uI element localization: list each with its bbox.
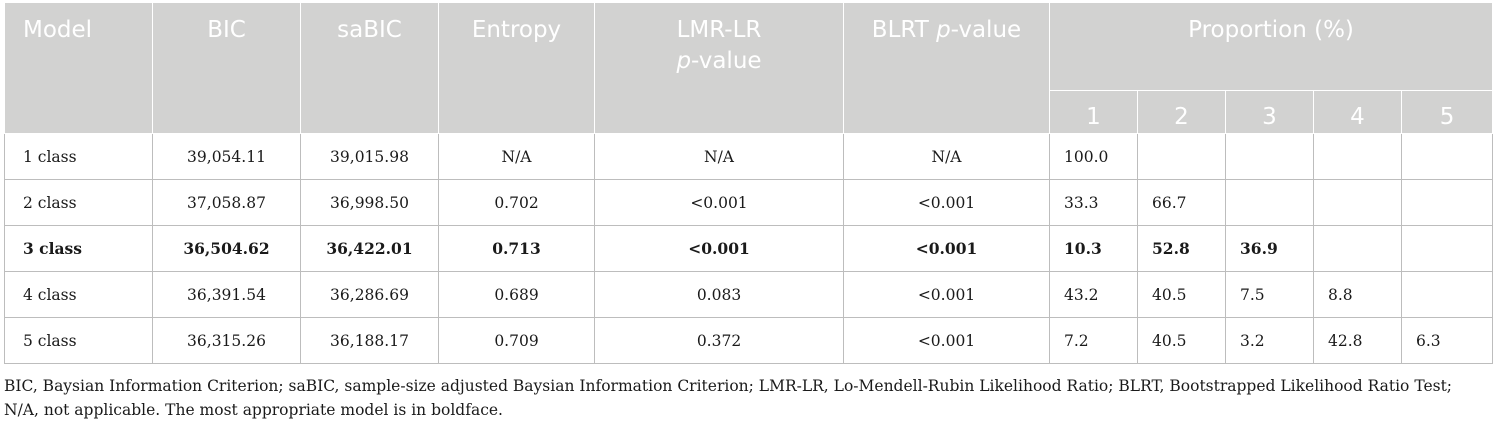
header-proportion-class-5: 5: [1400, 90, 1494, 134]
header-lmr-p: p: [676, 48, 692, 74]
cell-proportion-3: [1225, 179, 1314, 226]
cell-model: 4 class: [4, 271, 153, 318]
cell-lmr-lr: 0.372: [594, 317, 844, 364]
cell-entropy: 0.709: [438, 317, 595, 364]
cell-proportion-1: 43.2: [1049, 271, 1138, 318]
header-blrt-label: BLRT: [871, 17, 937, 43]
header-bic: BIC: [152, 2, 301, 134]
table-row-best-model: 3 class 36,504.62 36,422.01 0.713 <0.001…: [4, 225, 1494, 272]
header-lmr-lr-p-value: LMR-LR p-value: [594, 2, 844, 134]
table-row: 1 class 39,054.11 39,015.98 N/A N/A N/A …: [4, 133, 1494, 180]
cell-model: 5 class: [4, 317, 153, 364]
cell-model: 3 class: [4, 225, 153, 272]
table-row: 4 class 36,391.54 36,286.69 0.689 0.083 …: [4, 271, 1494, 318]
table-row: 5 class 36,315.26 36,188.17 0.709 0.372 …: [4, 317, 1494, 364]
cell-bic: 36,315.26: [152, 317, 301, 364]
cell-proportion-5: [1400, 225, 1494, 272]
cell-model: 2 class: [4, 179, 153, 226]
table-row: 2 class 37,058.87 36,998.50 0.702 <0.001…: [4, 179, 1494, 226]
header-model: Model: [4, 2, 153, 134]
cell-proportion-1: 10.3: [1049, 225, 1138, 272]
cell-entropy: 0.689: [438, 271, 595, 318]
header-proportion-class-1: 1: [1049, 90, 1138, 134]
cell-proportion-2: 40.5: [1137, 317, 1226, 364]
cell-proportion-5: 6.3: [1400, 317, 1494, 364]
header-blrt-value: -value: [950, 17, 1022, 43]
cell-blrt: <0.001: [843, 179, 1050, 226]
cell-blrt: <0.001: [843, 225, 1050, 272]
header-blrt-p: p: [936, 17, 951, 43]
table-footnote: BIC, Baysian Information Criterion; saBI…: [4, 377, 1453, 419]
cell-proportion-2: 40.5: [1137, 271, 1226, 318]
cell-proportion-5: [1400, 133, 1494, 180]
cell-lmr-lr: <0.001: [594, 225, 844, 272]
cell-bic: 36,391.54: [152, 271, 301, 318]
cell-sabic: 36,188.17: [300, 317, 439, 364]
table-header: Model BIC saBIC Entropy LMR-LR p-value B…: [4, 2, 1494, 134]
cell-bic: 36,504.62: [152, 225, 301, 272]
header-proportion-class-2: 2: [1137, 90, 1226, 134]
header-entropy: Entropy: [438, 2, 595, 134]
cell-entropy: 0.702: [438, 179, 595, 226]
cell-proportion-1: 7.2: [1049, 317, 1138, 364]
model-fit-table: Model BIC saBIC Entropy LMR-LR p-value B…: [4, 2, 1494, 364]
cell-proportion-3: 3.2: [1225, 317, 1314, 364]
cell-entropy: N/A: [438, 133, 595, 180]
cell-entropy: 0.713: [438, 225, 595, 272]
cell-blrt: <0.001: [843, 317, 1050, 364]
cell-sabic: 39,015.98: [300, 133, 439, 180]
cell-lmr-lr: N/A: [594, 133, 844, 180]
cell-blrt: <0.001: [843, 271, 1050, 318]
cell-proportion-2: 66.7: [1137, 179, 1226, 226]
cell-proportion-5: [1400, 271, 1494, 318]
cell-proportion-3: 36.9: [1225, 225, 1314, 272]
cell-proportion-4: 8.8: [1313, 271, 1402, 318]
cell-proportion-4: [1313, 133, 1402, 180]
cell-proportion-1: 33.3: [1049, 179, 1138, 226]
cell-proportion-2: 52.8: [1137, 225, 1226, 272]
header-proportion-class-3: 3: [1225, 90, 1314, 134]
header-proportion-class-4: 4: [1313, 90, 1402, 134]
header-lmr-label: LMR-LR: [676, 17, 762, 43]
cell-sabic: 36,998.50: [300, 179, 439, 226]
cell-bic: 37,058.87: [152, 179, 301, 226]
cell-proportion-3: [1225, 133, 1314, 180]
header-lmr-value: -value: [691, 48, 762, 74]
cell-lmr-lr: <0.001: [594, 179, 844, 226]
cell-proportion-4: [1313, 225, 1402, 272]
cell-proportion-5: [1400, 179, 1494, 226]
cell-proportion-2: [1137, 133, 1226, 180]
cell-proportion-1: 100.0: [1049, 133, 1138, 180]
cell-proportion-4: [1313, 179, 1402, 226]
table-body: 1 class 39,054.11 39,015.98 N/A N/A N/A …: [4, 133, 1494, 364]
cell-bic: 39,054.11: [152, 133, 301, 180]
header-blrt-p-value: BLRT p-value: [843, 2, 1050, 134]
table-container: Model BIC saBIC Entropy LMR-LR p-value B…: [4, 2, 1494, 422]
cell-blrt: N/A: [843, 133, 1050, 180]
cell-proportion-4: 42.8: [1313, 317, 1402, 364]
cell-model: 1 class: [4, 133, 153, 180]
cell-sabic: 36,286.69: [300, 271, 439, 318]
cell-lmr-lr: 0.083: [594, 271, 844, 318]
cell-proportion-3: 7.5: [1225, 271, 1314, 318]
header-sabic: saBIC: [300, 2, 439, 134]
header-proportion: Proportion (%): [1048, 2, 1494, 91]
cell-sabic: 36,422.01: [300, 225, 439, 272]
